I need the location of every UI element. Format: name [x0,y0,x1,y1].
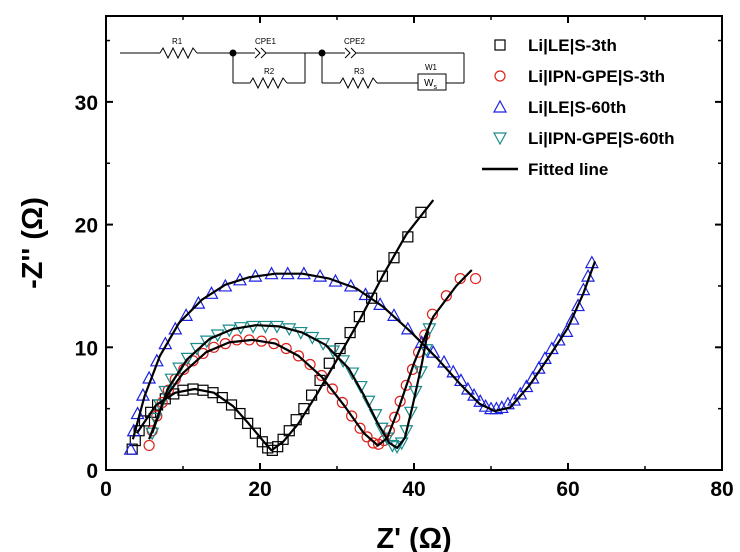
data-point [280,342,292,355]
data-point [470,272,482,285]
data-point [354,422,366,434]
data-point [368,409,383,423]
data-point [559,324,574,337]
data-point [225,399,238,411]
data-point [143,439,155,452]
legend-label-fitted-line: Fitted line [528,160,608,179]
series-li-le-s-60th [123,255,599,455]
data-point [400,379,412,391]
legend: Li|LE|S-3th Li|IPN-GPE|S-3th Li|LE|S-60th L… [482,36,674,179]
data-point [326,345,341,359]
fit-li-ipn-gpe-s-3th-line [148,269,473,447]
data-point [386,308,401,321]
data-point [326,383,338,395]
legend-marker-li-le-s-60th [492,99,508,113]
data-point [242,417,254,429]
data-point [346,410,358,422]
legend-label-li-le-s-3th: Li|LE|S-3th [528,36,617,55]
legend-label-li-le-s-60th: Li|LE|S-60th [528,98,626,117]
data-point [234,407,246,420]
data-point [374,422,389,436]
data-point [123,441,138,455]
data-point [222,324,237,338]
data-point [249,427,261,439]
data-point [353,380,368,394]
x-tick-label: 20 [248,478,271,501]
legend-marker-li-le-s-3th [494,39,506,51]
data-point [367,437,379,449]
fit-li-le-s-60th-line [131,261,597,440]
legend-marker-li-ipn-gpe-s-60th [492,132,508,146]
data-point [168,321,183,335]
data-point [258,320,273,334]
data-point [216,392,228,404]
fit-li-ipn-gpe-s-60th-line [151,324,429,449]
x-tick-label: 0 [100,478,112,501]
data-point [551,332,566,346]
data-point [383,425,395,437]
data-point [336,355,351,369]
data-point [305,331,320,345]
circuit-label-r3: R3 [354,67,365,76]
data-point [231,334,243,346]
data-point [345,367,360,381]
circuit-label-cpe2: CPE2 [344,37,365,46]
y-tick-label: 0 [86,460,98,483]
data-point [403,406,418,420]
data-point [366,292,378,304]
warburg-symbol: Ws [424,78,437,91]
data-point [408,385,423,399]
data-point [336,396,348,409]
data-point [489,401,504,415]
circuit-label-cpe1: CPE1 [255,37,276,46]
data-point [179,308,194,321]
fit-li-le-s-3th-line [135,199,435,452]
x-tick-label: 80 [710,478,733,501]
x-tick-label: 40 [402,478,425,501]
circuit-label-r1: R1 [172,37,183,46]
y-tick-label: 30 [75,92,98,115]
data-point [138,415,151,427]
x-tick-label: 60 [556,478,579,501]
legend-label-li-ipn-gpe-s-60th: Li|IPN-GPE|S-60th [528,129,674,148]
data-point [219,338,231,350]
y-axis-title: -Z'' (Ω) [17,197,49,289]
legend-label-li-ipn-gpe-s-3th: Li|IPN-GPE|S-3th [528,67,665,86]
data-point [199,335,214,349]
data-point [191,295,206,309]
data-point [292,350,305,362]
data-point [361,431,373,443]
data-point [584,255,599,269]
data-point [570,298,586,312]
y-tick-label: 10 [75,337,98,360]
data-point [494,400,509,414]
y-tick-label: 20 [75,215,98,238]
data-point [389,411,401,423]
legend-marker-li-ipn-gpe-s-3th [494,70,506,82]
data-point [565,311,580,325]
data-point [380,432,395,446]
equivalent-circuit-diagram: R1 CPE1 R2 CPE2 R3 W1 Ws [120,37,465,91]
circuit-label-r2: R2 [264,67,275,76]
data-point [400,321,415,335]
data-point [358,287,373,301]
data-point [454,272,466,285]
data-point [361,395,376,409]
data-point [394,437,409,451]
data-point [376,270,389,282]
data-point [388,252,400,264]
data-point [277,433,289,445]
data-point [304,358,316,371]
data-point [145,406,157,418]
x-axis-title: Z' (Ω) [376,523,451,552]
data-point [399,425,414,438]
circuit-label-w1: W1 [425,63,438,72]
data-point [180,352,195,366]
